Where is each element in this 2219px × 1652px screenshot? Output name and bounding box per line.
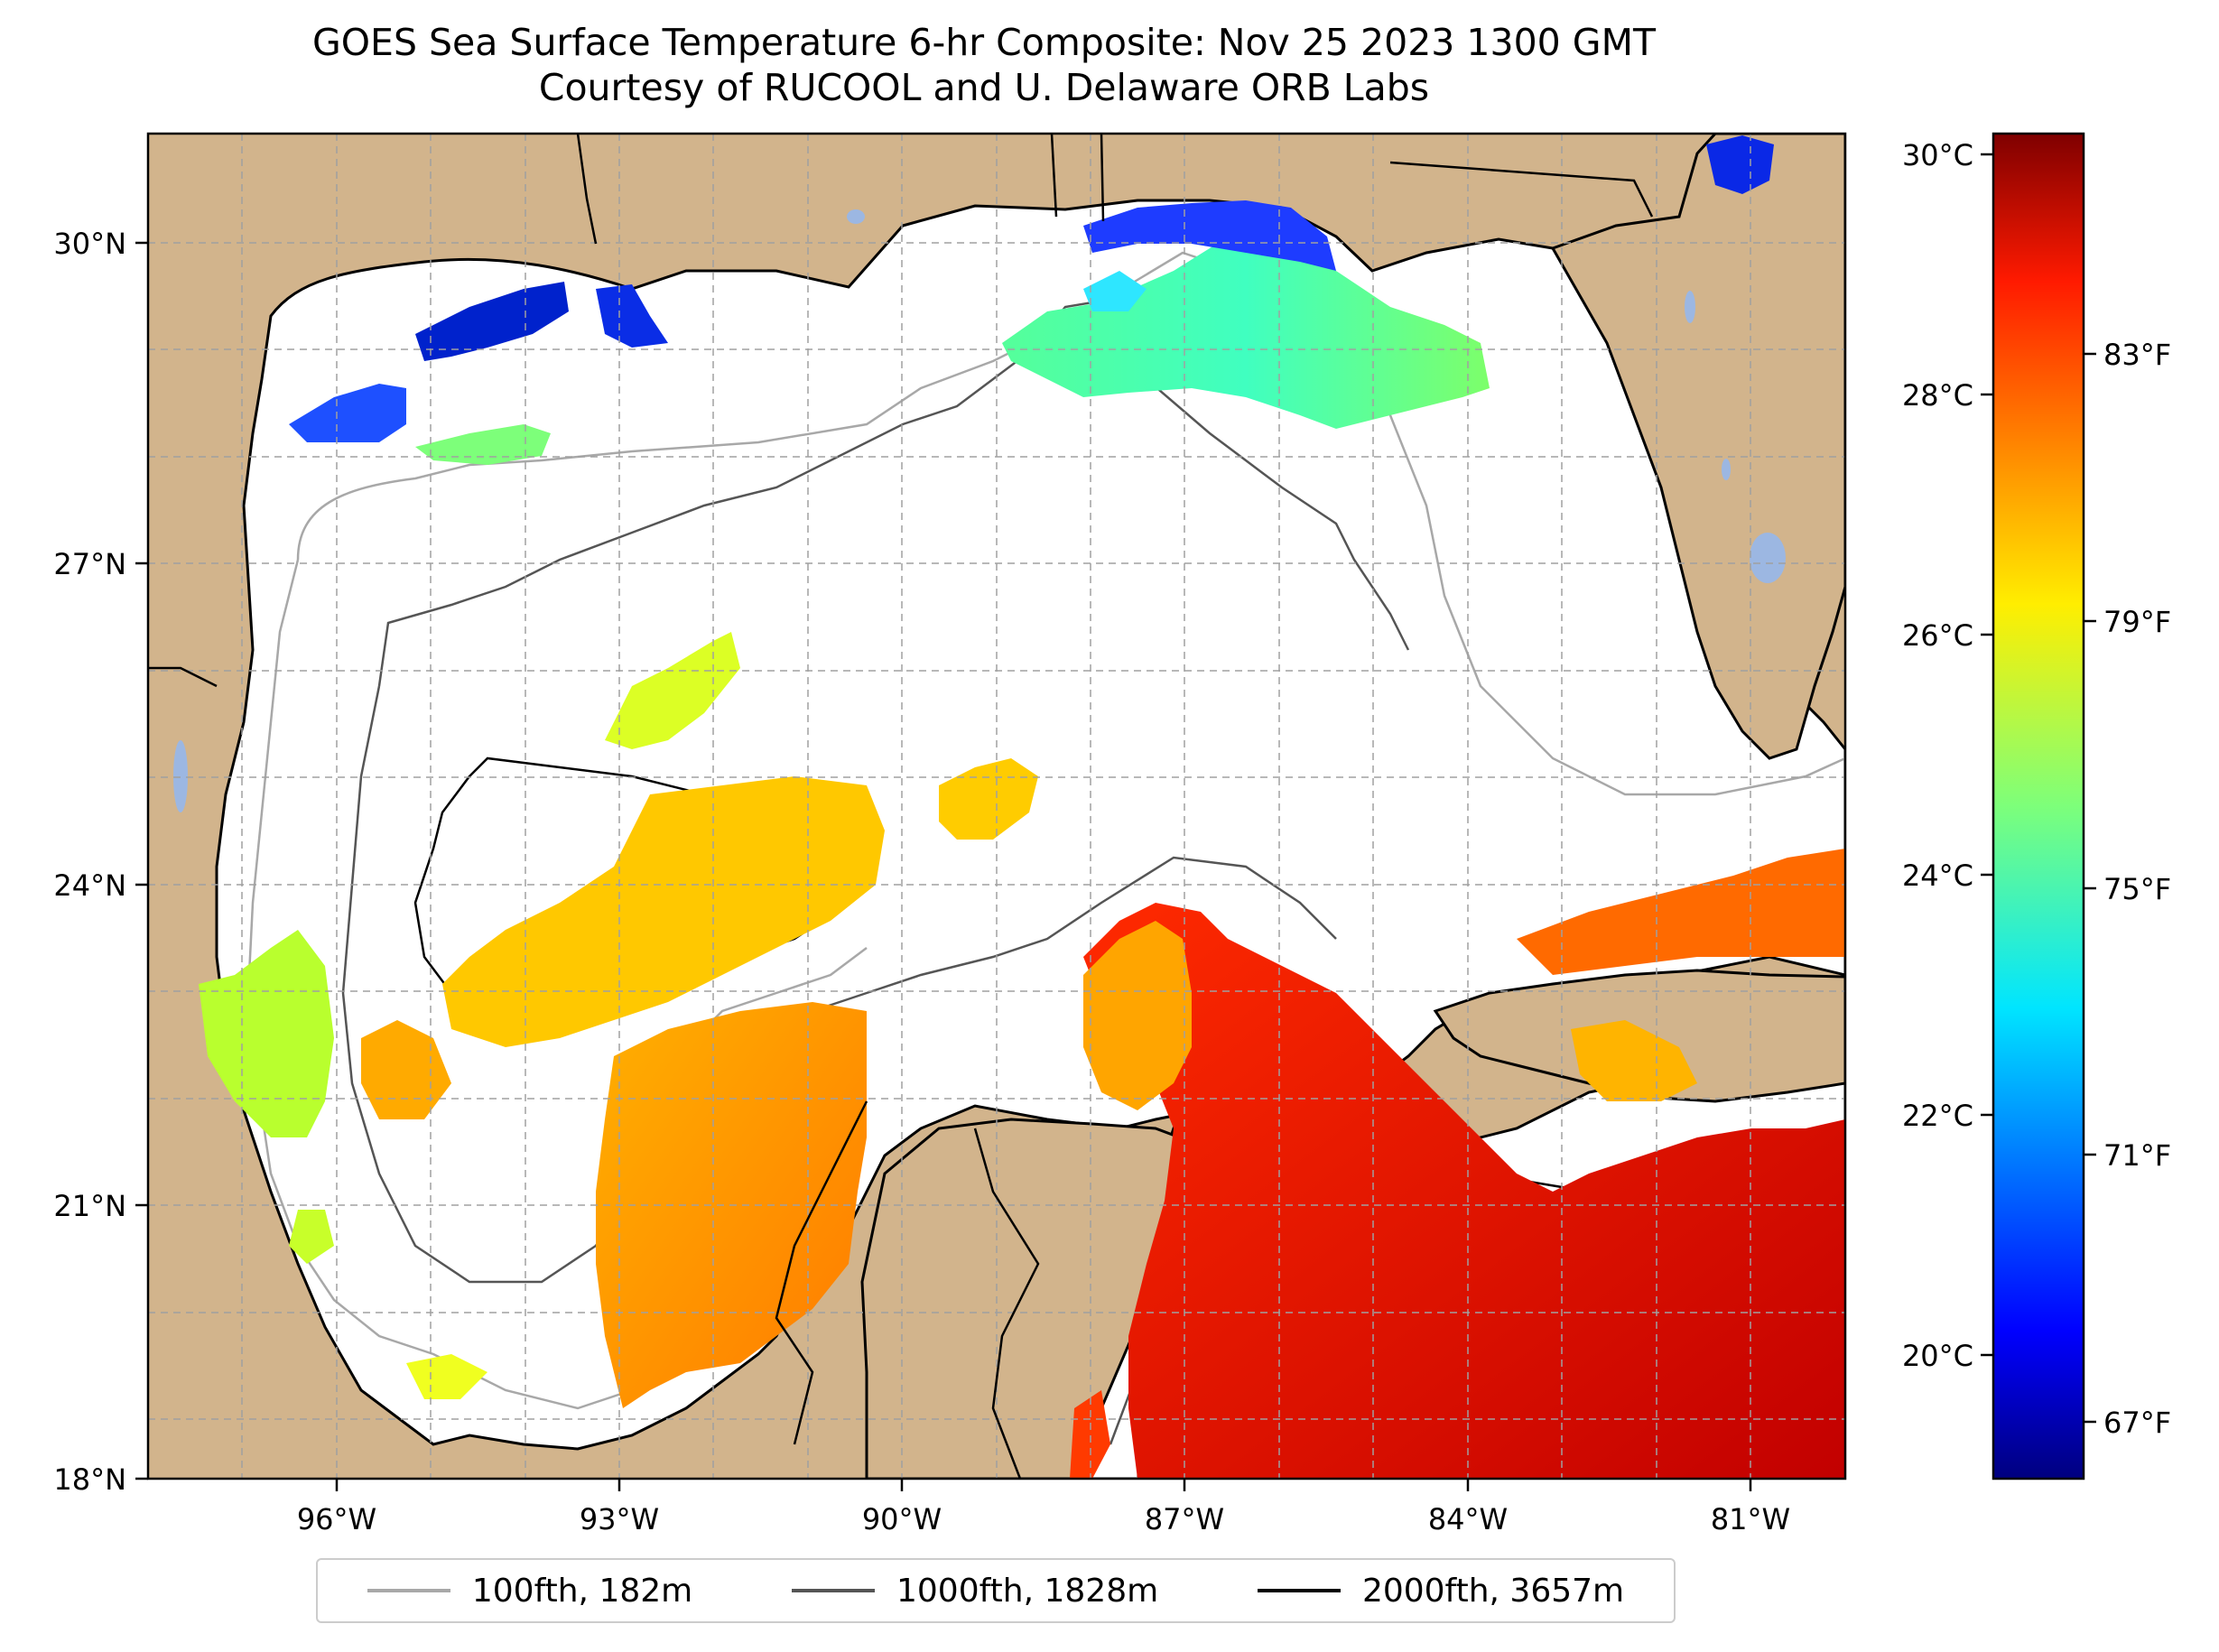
fahrenheit-label: 75°F [2103,872,2171,906]
legend-line-swatch [792,1589,875,1592]
colorbar-gradient [1992,132,2085,1480]
lake-okeechobee [1750,533,1786,583]
lon-label: 96°W [297,1502,376,1536]
sst-patch-cold-west [415,282,569,361]
celsius-label: 22°C [1902,1099,1973,1133]
map-title: GOES Sea Surface Temperature 6-hr Compos… [0,20,1968,110]
lake [847,209,865,224]
sst-patch-lime-small [289,1210,334,1264]
colorbar-celsius-labels: 30°C 28°C 26°C 24°C 22°C 20°C [1902,138,1973,1373]
sst-patch-orange-yucatan-n [1083,921,1192,1110]
lake [1722,459,1731,480]
lat-label: 24°N [53,868,126,903]
legend-item-1000fth: 1000fth, 1828m [792,1573,1158,1610]
sst-patch-cyan [1083,271,1147,311]
sst-patch-ne-gulf [1002,217,1490,429]
legend-label: 1000fth, 1828m [896,1572,1159,1610]
sst-patch-blue-panhandle [1083,200,1336,271]
legend-line-swatch [367,1589,450,1592]
lat-label: 30°N [53,227,126,261]
lon-label: 90°W [862,1502,942,1536]
fahrenheit-label: 79°F [2103,605,2171,639]
legend-line-swatch [1257,1589,1341,1592]
celsius-label: 24°C [1902,858,1973,893]
title-line-1: GOES Sea Surface Temperature 6-hr Compos… [312,21,1656,64]
political-borders [148,134,1654,1479]
sst-patch-yellow-ne [939,758,1038,840]
colorbar-fahrenheit-ticks [2084,352,2096,1424]
celsius-label: 20°C [1902,1339,1973,1373]
lake [173,740,188,812]
sst-patch-yellowgreen [605,632,740,749]
sst-patch-yellow-sw [406,1354,487,1399]
sst-patch-cold-texas [289,384,406,442]
sst-patch-orange-florida-st [1517,849,1845,975]
map-frame [146,132,1847,1480]
sst-patch-lime-west [199,930,334,1137]
fahrenheit-label: 67°F [2103,1406,2171,1440]
sst-patch-orange-cuba-n [1571,1020,1697,1101]
legend-item-2000fth: 2000fth, 3657m [1257,1572,1625,1610]
colorbar: 30°C 28°C 26°C 24°C 22°C 20°C 83°F 79°F … [1902,132,2171,1480]
lat-label: 18°N [53,1462,126,1497]
legend-item-100fth: 100fth, 182m [367,1573,692,1610]
title-line-2: Courtesy of RUCOOL and U. Delaware ORB L… [538,66,1430,109]
lon-label: 84°W [1428,1502,1508,1536]
colorbar-celsius-ticks [1981,153,1993,1357]
legend-label: 2000fth, 3657m [1361,1572,1625,1610]
sst-patch-yellow-central [442,776,885,1047]
florida [1550,134,1845,760]
lon-label: 87°W [1145,1502,1224,1536]
map-area [148,134,1845,1479]
fahrenheit-label: 83°F [2103,338,2171,372]
celsius-label: 28°C [1902,378,1973,413]
bathymetry-legend: 100fth, 182m 1000fth, 1828m 2000fth, 365… [316,1558,1676,1623]
latitude-labels: 30°N 27°N 24°N 21°N 18°N [53,227,126,1497]
lon-label: 81°W [1711,1502,1790,1536]
sst-patch-cold-west2 [596,284,668,348]
sst-patch-warm-east [1083,903,1845,1479]
colorbar-fahrenheit-labels: 83°F 79°F 75°F 71°F 67°F [2103,338,2171,1440]
sst-patch-green-shelf [415,424,551,465]
lon-label: 93°W [580,1502,659,1536]
graticule [148,134,1845,1479]
celsius-label: 26°C [1902,618,1973,653]
celsius-label: 30°C [1902,138,1973,172]
sst-patch-orange-west [361,1020,451,1119]
axis-ticks [135,241,1752,1491]
legend-label: 100fth, 182m [471,1572,693,1610]
sst-patch-red-cancun [1070,1390,1110,1479]
lat-label: 27°N [53,547,126,581]
sst-patch-blue-florida [1706,135,1774,194]
lat-label: 21°N [53,1189,126,1223]
fahrenheit-label: 71°F [2103,1138,2171,1173]
longitude-labels: 96°W 93°W 90°W 87°W 84°W 81°W [297,1502,1790,1536]
lake [1685,291,1695,323]
